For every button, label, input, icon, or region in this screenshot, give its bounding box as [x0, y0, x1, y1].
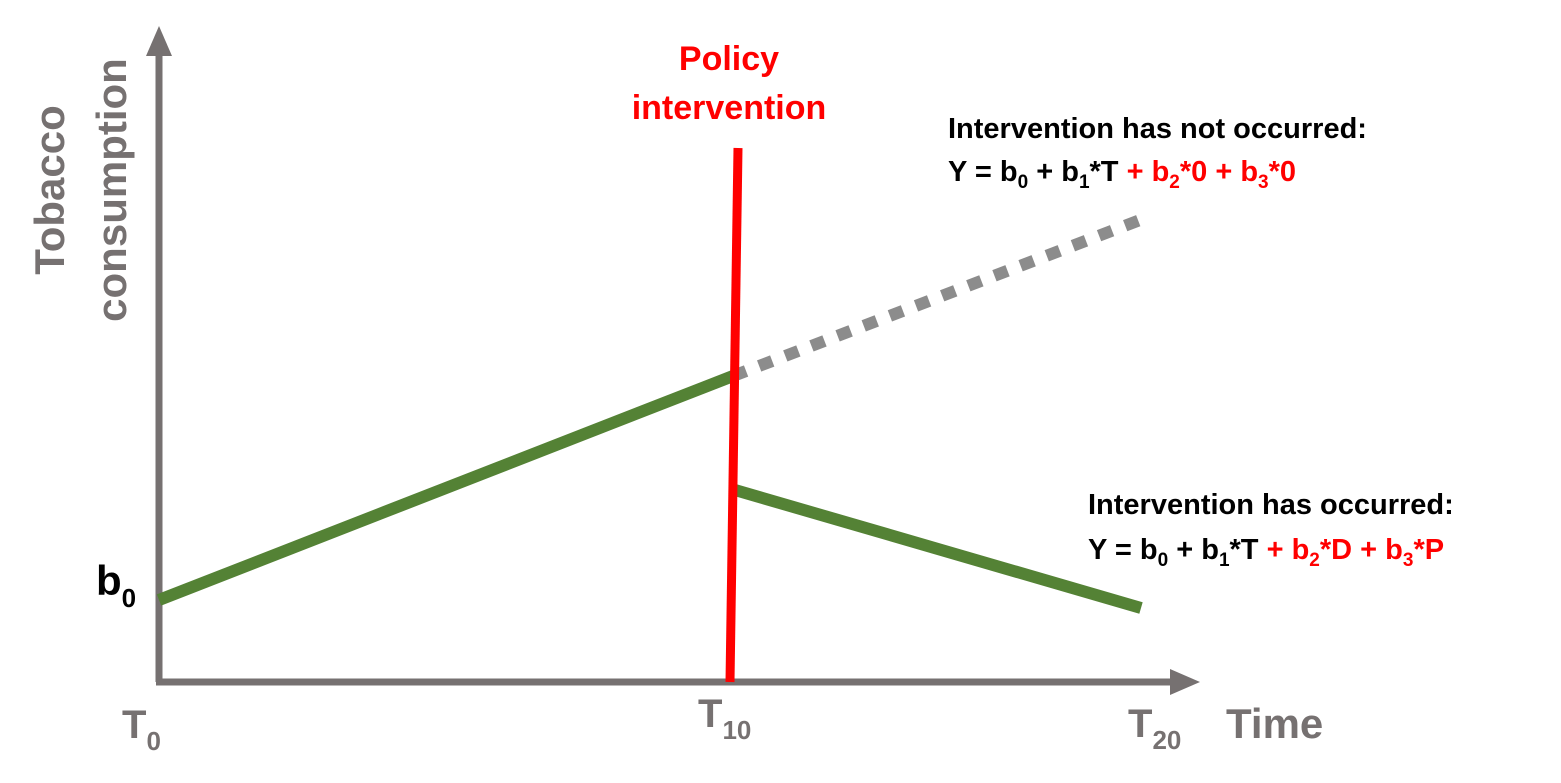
x-axis-label: Time	[1226, 700, 1323, 747]
policy-intervention-line	[725, 147, 743, 683]
policy-label-line-2: intervention	[632, 89, 827, 127]
y-axis-label-line-1: Tobacco	[26, 105, 73, 275]
not-occurred-heading: Intervention has not occurred:	[948, 113, 1367, 145]
x-axis-arrowhead	[1170, 669, 1200, 695]
y-axis-label: Tobacco consumption	[26, 58, 135, 322]
post-intervention-trend-line	[733, 484, 1143, 614]
y-intercept-label: b0	[96, 557, 136, 613]
counterfactual-trend-line	[730, 214, 1143, 382]
occurred-equation: Y = b0 + b1*T + b2*D + b3*P	[1088, 534, 1444, 571]
not-occurred-equation: Y = b0 + b1*T + b2*0 + b3*0	[948, 156, 1296, 193]
x-tick-t20: T20	[1128, 702, 1181, 755]
pre-intervention-trend-line	[156, 370, 736, 606]
policy-label-line-1: Policy	[679, 40, 779, 78]
x-tick-t0: T0	[122, 703, 161, 756]
y-axis-label-line-2: consumption	[88, 58, 135, 322]
occurred-heading: Intervention has occurred:	[1088, 489, 1454, 521]
x-tick-t10: T10	[698, 692, 751, 745]
y-axis-arrowhead	[146, 26, 172, 56]
